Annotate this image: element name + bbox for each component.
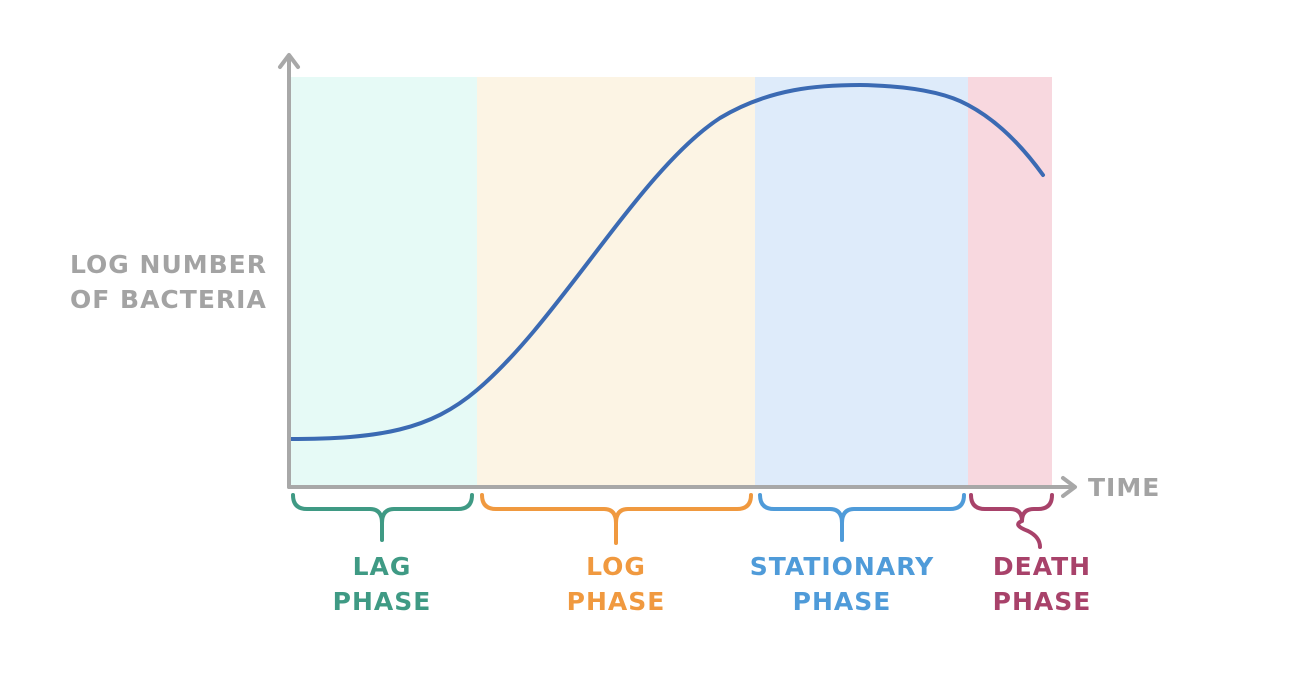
stationary-brace	[758, 493, 966, 542]
death-brace	[969, 493, 1054, 549]
y-axis-label: OF BACTERIA	[70, 285, 267, 314]
phase-label: PHASE	[993, 587, 1092, 616]
phase-label: PHASE	[793, 587, 892, 616]
braces	[291, 493, 1054, 549]
phase-label: PHASE	[333, 587, 432, 616]
growth-curve	[287, 82, 1045, 441]
phase-label: DEATH	[993, 552, 1091, 581]
x-axis	[287, 476, 1077, 498]
phase-label: PHASE	[567, 587, 666, 616]
phase-label: LAG	[353, 552, 412, 581]
x-axis-label: TIME	[1088, 473, 1160, 502]
death-band	[968, 77, 1052, 487]
axes	[278, 53, 1077, 498]
stationary-band	[755, 77, 968, 487]
log-band	[477, 77, 755, 487]
phase-label: LOG	[586, 552, 646, 581]
lag-band	[289, 77, 477, 487]
y-axis-label: LOG NUMBER	[70, 250, 267, 279]
lag-brace	[291, 493, 474, 542]
log-brace	[480, 493, 753, 545]
phase-label: STATIONARY	[750, 552, 934, 581]
y-axis	[278, 53, 300, 489]
